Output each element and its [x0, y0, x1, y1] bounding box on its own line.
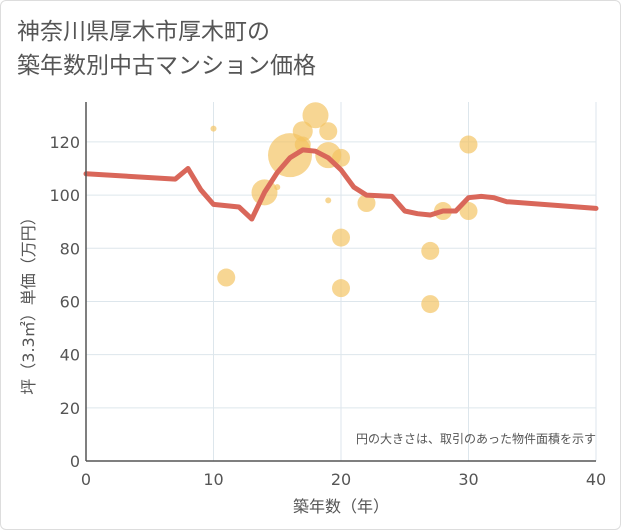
data-bubble — [292, 121, 313, 142]
data-bubble — [319, 122, 338, 141]
data-bubble — [274, 184, 281, 191]
axes: 0 20 40 60 80 100 120 0 10 20 30 40 — [49, 102, 606, 489]
y-tick-label: 0 — [70, 452, 80, 471]
data-bubble — [332, 228, 350, 247]
y-tick-label: 40 — [60, 346, 80, 365]
x-tick-label: 0 — [81, 470, 91, 489]
data-bubble — [459, 135, 478, 154]
y-tick-label: 20 — [60, 399, 80, 418]
data-bubble — [421, 295, 440, 314]
chart-title: 神奈川県厚木市厚木町の 築年数別中古マンション価格 — [17, 19, 316, 79]
data-bubble — [302, 102, 329, 129]
x-tick-label: 40 — [586, 470, 606, 489]
bubble-size-note: 円の大きさは、取引のあった物件面積を示す — [356, 431, 596, 446]
x-tick-label: 10 — [203, 470, 223, 489]
x-axis-label: 築年数（年） — [293, 497, 389, 516]
x-tick-label: 30 — [458, 470, 478, 489]
average-price-line — [83, 147, 599, 222]
y-tick-label: 100 — [49, 186, 80, 205]
data-bubble — [210, 125, 217, 132]
data-bubble — [357, 194, 376, 213]
y-tick-label: 60 — [60, 292, 80, 311]
y-tick-label: 80 — [60, 239, 80, 258]
data-bubble — [217, 268, 236, 287]
data-bubble — [325, 197, 332, 204]
x-tick-label: 20 — [331, 470, 351, 489]
transaction-bubbles — [210, 102, 478, 314]
trend-line-layer — [83, 147, 599, 222]
data-bubble — [421, 241, 440, 260]
y-axis-label: 坪（3.3㎡）単価（万円） — [19, 209, 38, 394]
data-bubble — [459, 202, 478, 221]
y-tick-label: 120 — [49, 133, 80, 152]
data-bubble — [332, 279, 350, 298]
